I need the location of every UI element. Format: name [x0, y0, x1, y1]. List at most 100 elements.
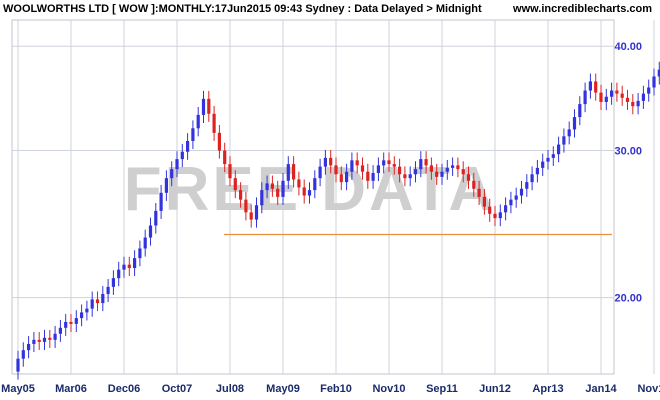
y-tick-label: 20.00 [614, 293, 642, 305]
candle [48, 329, 52, 348]
candle [403, 166, 407, 187]
candle [604, 88, 608, 111]
x-tick-label: Mar06 [55, 383, 87, 395]
candle [562, 128, 566, 153]
candle [435, 163, 439, 185]
candle [509, 191, 513, 214]
candle [260, 182, 264, 214]
candle [387, 152, 391, 173]
grid-lines [12, 20, 655, 374]
candle [392, 156, 396, 175]
candle [530, 166, 534, 191]
candle [461, 161, 465, 183]
candle [376, 157, 380, 182]
candle [138, 240, 142, 267]
candle [159, 184, 163, 219]
x-axis-labels: May05 Mar06 Dec06 Oct07 Jul08 May09 Feb10 Nov10… [1, 383, 660, 395]
candle [58, 319, 62, 342]
x-tick-label: Feb10 [320, 383, 352, 395]
y-axis-labels: 20.00 30.00 40.00 [614, 41, 642, 304]
candle [408, 166, 412, 187]
candle [445, 159, 449, 180]
candle [69, 314, 73, 332]
candle [514, 187, 518, 208]
candle [557, 136, 561, 163]
candle [350, 152, 354, 180]
candle [334, 157, 338, 183]
candle [567, 121, 571, 145]
candle [345, 163, 349, 191]
candle [281, 172, 285, 205]
candle [196, 106, 200, 137]
candle [186, 133, 190, 160]
candle [16, 350, 20, 380]
candle [80, 304, 84, 327]
candle [21, 342, 25, 367]
candle [244, 191, 248, 221]
candle [493, 205, 497, 227]
candle [217, 124, 221, 159]
candle [106, 278, 110, 303]
candle [265, 175, 269, 199]
candle [32, 331, 36, 353]
candle [53, 325, 57, 348]
candle [143, 229, 147, 257]
candle [339, 166, 343, 191]
x-tick-label: Jul08 [216, 383, 244, 395]
candle [641, 85, 645, 109]
candle [424, 151, 428, 174]
candle [488, 198, 492, 222]
x-tick-label: Nov14 [637, 383, 660, 395]
candle [578, 96, 582, 126]
candle [371, 165, 375, 189]
candle [419, 151, 423, 178]
x-tick-label: Sep11 [426, 383, 458, 395]
candle [233, 170, 237, 199]
candle [307, 182, 312, 204]
candle [588, 73, 592, 99]
candle [355, 152, 359, 174]
candle [180, 143, 184, 168]
candle [74, 310, 78, 332]
candle [318, 158, 322, 187]
candle [42, 329, 47, 350]
x-tick-label: Nov10 [372, 383, 405, 395]
candle [329, 149, 333, 174]
candle [254, 197, 259, 228]
x-tick-label: Dec06 [108, 383, 140, 395]
candle [472, 172, 476, 197]
candle [270, 175, 274, 197]
candle [148, 217, 153, 246]
candle [482, 189, 486, 215]
candle [504, 197, 508, 221]
candle [647, 79, 651, 102]
x-tick-label: Jan14 [585, 383, 617, 395]
candle [382, 152, 386, 174]
candle [27, 336, 31, 359]
x-tick-label: Jun12 [479, 383, 511, 395]
candle [164, 170, 168, 201]
y-tick-label: 30.00 [614, 146, 642, 158]
candles [16, 61, 660, 380]
candle [111, 270, 115, 295]
candle [360, 157, 365, 180]
x-tick-label: Oct07 [162, 383, 193, 395]
candle [519, 180, 524, 204]
candle [90, 291, 94, 317]
candle [541, 153, 545, 176]
candle [466, 166, 471, 189]
x-tick-label: May05 [1, 383, 35, 395]
candle [286, 156, 290, 189]
candle [535, 159, 539, 183]
y-tick-label: 40.00 [614, 41, 642, 53]
plot-border [11, 19, 615, 375]
site-url[interactable]: www.incrediblecharts.com [513, 3, 652, 15]
candle [477, 180, 481, 205]
candle [323, 149, 327, 175]
candle [456, 157, 460, 178]
candle [546, 149, 550, 170]
candle [297, 171, 301, 196]
candle [498, 204, 502, 227]
candle [249, 204, 253, 228]
